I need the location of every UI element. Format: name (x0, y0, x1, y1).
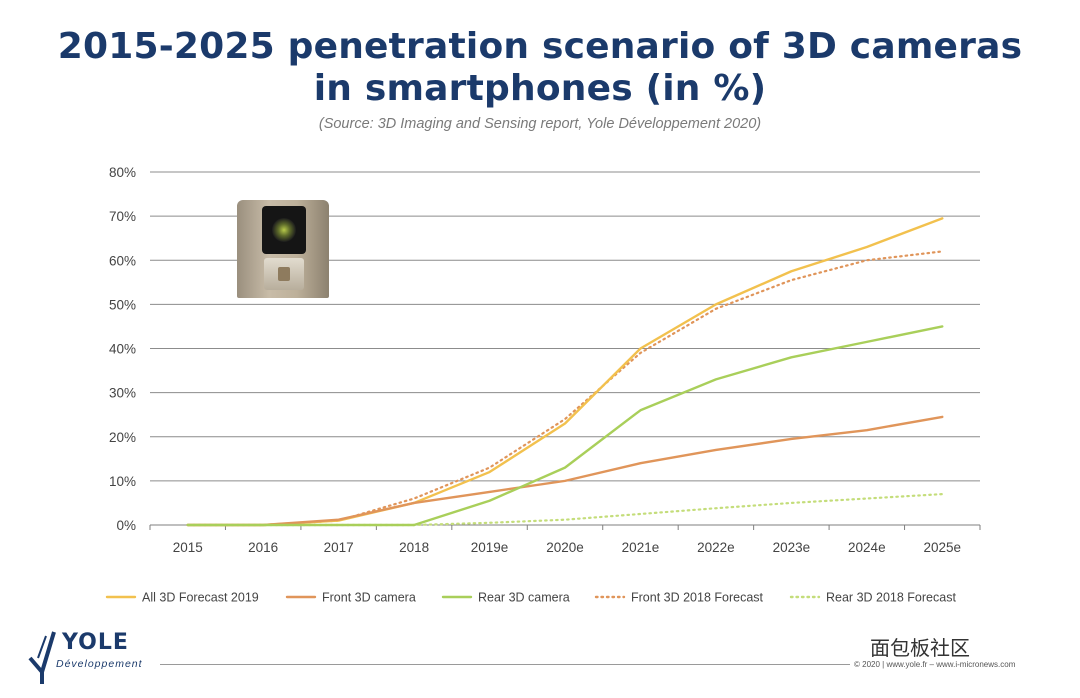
legend-label: Rear 3D 2018 Forecast (826, 591, 956, 605)
yole-y-icon (28, 631, 56, 684)
series-line (186, 415, 944, 527)
footer-divider (160, 664, 850, 665)
y-tick-label: 20% (109, 430, 136, 445)
legend: All 3D Forecast 2019 Front 3D camera Rear … (105, 591, 956, 605)
watermark-text: 面包板社区 (870, 636, 970, 660)
3d-camera-module-image (237, 200, 329, 298)
series-group (186, 217, 944, 527)
legend-label: Front 3D camera (322, 591, 416, 605)
y-tick-label: 30% (109, 386, 136, 401)
y-tick-label: 60% (109, 253, 136, 268)
title-line-1: 2015-2025 penetration scenario of 3D cam… (57, 26, 1023, 67)
x-tick-label: 2020e (546, 540, 584, 555)
logo-name: YOLE (62, 630, 129, 655)
x-tick-label: 2016 (248, 540, 278, 555)
x-axis-ticks: 2015 2016 2017 2018 2019e 2020e 2021e 2022e 2023… (149, 525, 981, 555)
y-axis-ticks: 0% 10% 20% 30% 40% 50% 60% 70% 80% (109, 165, 136, 533)
camera-lens-block (262, 206, 306, 254)
x-tick-label: 2017 (324, 540, 354, 555)
y-tick-label: 70% (109, 209, 136, 224)
y-tick-label: 0% (116, 518, 136, 533)
y-tick-label: 50% (109, 297, 136, 312)
logo-subtitle: Développement (56, 658, 143, 670)
title-line-2: in smartphones (in %) (313, 68, 767, 109)
chart-title: 2015-2025 penetration scenario of 3D cam… (0, 26, 1080, 110)
x-tick-label: 2025e (923, 540, 961, 555)
y-tick-label: 80% (109, 165, 136, 180)
copyright-text: © 2020 | www.yole.fr – www.i-micronews.c… (854, 660, 1016, 669)
legend-label: Front 3D 2018 Forecast (631, 591, 764, 605)
y-tick-label: 40% (109, 342, 136, 357)
camera-lens-icon (272, 218, 296, 242)
legend-label: Rear 3D camera (478, 591, 570, 605)
x-tick-label: 2018 (399, 540, 429, 555)
ir-emitter (264, 258, 304, 290)
y-tick-label: 10% (109, 474, 136, 489)
series-line (186, 325, 944, 527)
source-note: (Source: 3D Imaging and Sensing report, … (318, 116, 762, 132)
series-line (186, 493, 944, 527)
x-tick-label: 2022e (697, 540, 735, 555)
yole-logo: YOLE Développement (28, 628, 158, 686)
x-tick-label: 2023e (773, 540, 811, 555)
legend-label: All 3D Forecast 2019 (142, 591, 259, 605)
x-tick-label: 2015 (173, 540, 203, 555)
x-tick-label: 2024e (848, 540, 886, 555)
x-tick-label: 2021e (622, 540, 660, 555)
x-tick-label: 2019e (471, 540, 509, 555)
